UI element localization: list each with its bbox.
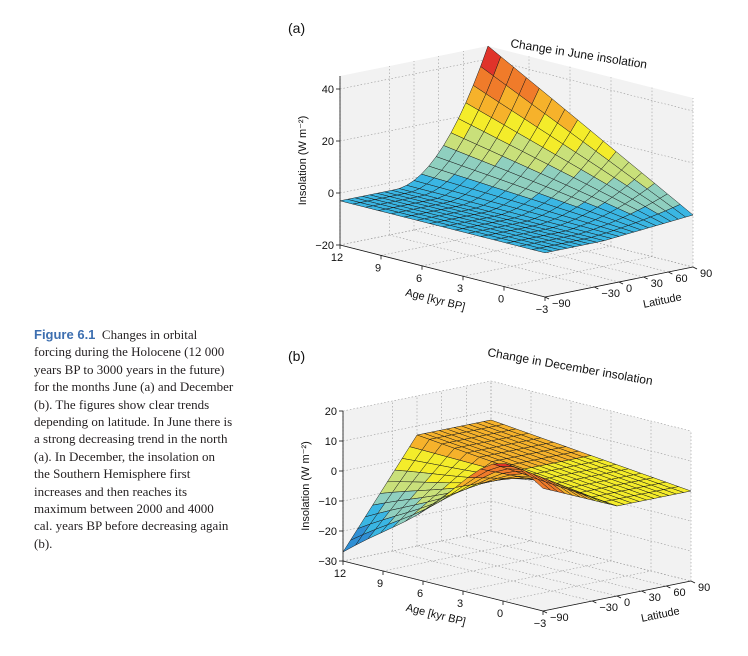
x-tick-label: −3 <box>534 618 547 630</box>
grid-line <box>413 229 620 283</box>
x-tick-label: 0 <box>498 294 504 306</box>
grid-line <box>466 535 667 587</box>
z-tick-label: 10 <box>325 436 337 448</box>
grid-line <box>490 500 692 552</box>
grid-line <box>342 470 492 502</box>
y-tick-label: 60 <box>675 273 687 285</box>
x-tick-label: 3 <box>457 283 463 295</box>
y-tick-label: 90 <box>698 582 710 594</box>
y-tick <box>594 286 599 290</box>
panel-label: (a) <box>288 20 305 36</box>
floor-pane <box>343 531 691 611</box>
z-tick-label: 20 <box>325 406 337 418</box>
grid-line <box>342 530 492 562</box>
z-tick-label: 0 <box>328 188 334 200</box>
grid-line <box>342 380 492 412</box>
grid-line <box>462 560 612 592</box>
y-axis-label: Latitude <box>640 605 681 625</box>
grid-line <box>462 245 612 277</box>
x-axis-line <box>339 244 546 298</box>
y-tick <box>542 610 548 614</box>
z-tick-label: 40 <box>322 84 334 96</box>
x-axis-line <box>342 560 544 612</box>
grid-line <box>342 410 492 442</box>
y-tick <box>690 580 696 584</box>
x-tick-label: −3 <box>536 304 549 316</box>
y-tick-label: 30 <box>651 278 663 290</box>
grid-line <box>490 410 692 462</box>
x-tick-label: 6 <box>417 588 423 600</box>
grid-line <box>339 162 489 194</box>
y-axis-label: Latitude <box>642 291 683 311</box>
figure-caption: Figure 6.1 Changes in orbital forcing du… <box>34 326 234 552</box>
y-tick <box>643 276 648 280</box>
x-tick-label: 3 <box>457 598 463 610</box>
y-tick-label: −90 <box>550 612 569 624</box>
grid-line <box>441 540 642 592</box>
y-tick <box>618 281 624 285</box>
grid-line <box>380 225 530 256</box>
grid-line <box>503 256 653 287</box>
z-tick-label: 0 <box>331 466 337 478</box>
x-tick-label: 12 <box>334 568 346 580</box>
z-tick-label: −10 <box>318 496 337 508</box>
x-tick-label: 9 <box>377 578 383 590</box>
z-axis-label: Insolation (W m⁻²) <box>297 116 309 206</box>
grid-line <box>487 58 694 112</box>
grid-line <box>416 545 618 597</box>
y-tick-label: 30 <box>649 592 661 604</box>
y-tick <box>641 590 646 594</box>
z-tick-label: −20 <box>318 526 337 538</box>
grid-line <box>422 550 572 582</box>
grid-line <box>490 530 692 582</box>
grid-line <box>339 58 489 90</box>
y-tick-label: 0 <box>624 597 630 609</box>
x-tick-label: 12 <box>331 252 343 264</box>
z-tick-label: 20 <box>322 136 334 148</box>
grid-line <box>339 110 489 142</box>
grid-line <box>382 540 532 572</box>
x-tick-label: 6 <box>416 273 422 285</box>
y-tick-label: 60 <box>673 587 685 599</box>
y-tick <box>616 595 622 599</box>
z-axis-label: Insolation (W m⁻²) <box>300 441 312 531</box>
grid-line <box>342 440 492 472</box>
y-tick-label: −30 <box>601 288 620 300</box>
grid-line <box>490 380 692 432</box>
y-tick-label: 90 <box>700 268 712 280</box>
y-tick <box>666 585 671 589</box>
y-tick <box>592 600 597 604</box>
grid-line <box>392 550 593 602</box>
z-tick-label: −20 <box>315 240 334 252</box>
grid-line <box>339 214 489 246</box>
surface-patch <box>532 247 553 254</box>
y-tick <box>692 266 698 270</box>
y-tick-label: −30 <box>599 602 618 614</box>
x-tick-label: 0 <box>497 608 503 620</box>
z-tick-label: −30 <box>318 556 337 568</box>
grid-line <box>421 235 571 267</box>
grid-line <box>389 234 595 288</box>
figure-label: Figure 6.1 <box>34 327 96 342</box>
panel-title: Change in December insolation <box>486 345 653 388</box>
y-tick <box>544 296 550 300</box>
surface-patch <box>530 476 551 491</box>
caption-text: Changes in orbital forcing during the Ho… <box>34 327 234 551</box>
x-tick-label: 9 <box>375 262 381 274</box>
grid-line <box>502 570 652 602</box>
panel-label: (b) <box>288 348 305 364</box>
y-tick-label: 0 <box>626 283 632 295</box>
y-tick <box>668 271 673 275</box>
y-tick-label: −90 <box>552 298 571 310</box>
grid-line <box>490 470 692 522</box>
